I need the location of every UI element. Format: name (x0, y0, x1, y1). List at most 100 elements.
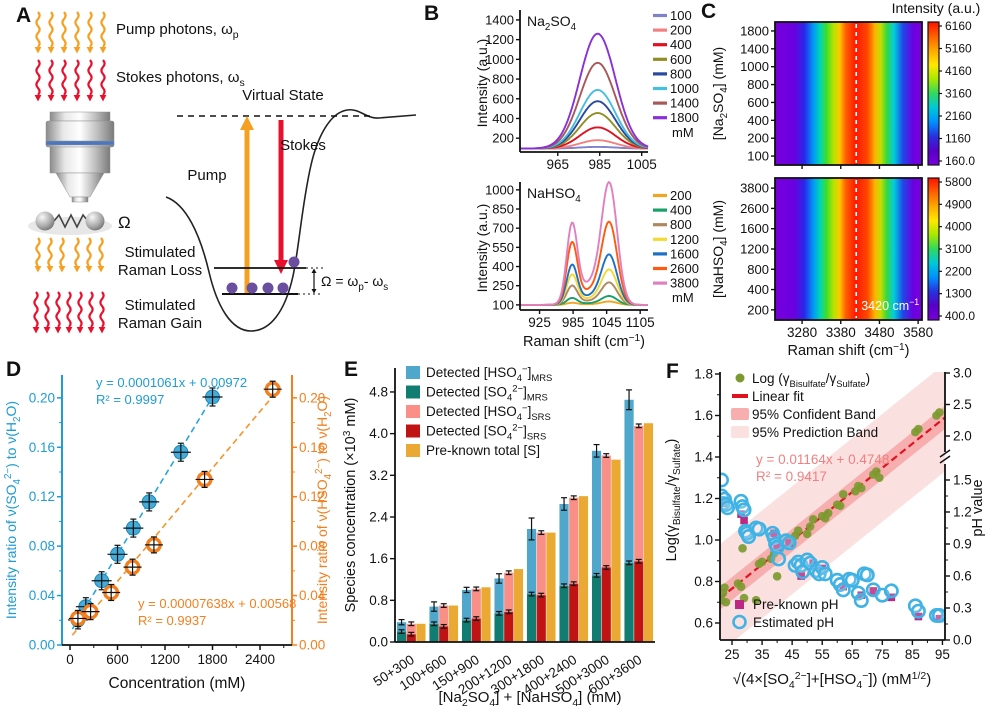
right-axis-title: Intensity ratio of ν(HSO42−) to ν(H2O) (314, 396, 334, 624)
figure-element: 2 (323, 411, 334, 416)
bar-srs-so4 (569, 583, 579, 642)
y-tick-label: 100 (492, 297, 514, 312)
objective-lens-icon (49, 146, 111, 174)
right-tick-label: 0.6 (953, 568, 972, 583)
figure-element: Stimulated (125, 297, 196, 314)
right-tick-label: 0.3 (953, 600, 972, 615)
fit-r2-orange: R² = 0.9937 (138, 613, 206, 628)
figure-element: ) (640, 334, 645, 350)
figure-element: 200 (747, 131, 769, 146)
left-axis-title: Intensity ratio of ν(SO42−) to ν(H2O) (3, 401, 23, 619)
figure-element: Detected [SO (426, 385, 507, 400)
figure-element: ] (528, 365, 532, 380)
potential-well-curve (165, 109, 417, 332)
x-tick-label: 965 (547, 157, 570, 172)
figure-element: 4.8 (369, 384, 388, 399)
spectrum-curve-3800 (520, 180, 648, 306)
figure-element: 1200 (150, 652, 180, 667)
legend-label: 2600 (670, 261, 699, 276)
y-tick-label: 700 (492, 221, 514, 236)
figure-element: 250 (492, 278, 514, 293)
figure-element: Sulfate (836, 379, 865, 390)
figure-element: mM) (343, 398, 359, 431)
figure-element: [Na (439, 689, 463, 706)
figure-element: p (233, 29, 239, 41)
legend-label: Estimated pH (753, 615, 834, 630)
y-tick-label: 1.6 (369, 551, 388, 566)
preknown-ph-point (869, 587, 878, 595)
estimated-ph-point (910, 603, 926, 619)
figure-element: 4 (575, 194, 581, 205)
srg-label: Stimulated (125, 297, 196, 314)
figure-element: ] + [NaHSO (495, 689, 572, 706)
photon-arrowhead (43, 327, 51, 334)
figure-element: 200 (492, 131, 514, 146)
x-tick-label: 55 (815, 647, 830, 662)
left-tick-label: 1.0 (694, 533, 713, 548)
x-tick-label: 3280 (787, 325, 817, 340)
x-tick-label: 2400 (245, 652, 275, 667)
preknown-ph-point (935, 614, 944, 623)
figure-element: 1200 (670, 232, 699, 247)
figure-element: SO (710, 93, 726, 113)
figure-element: 4 (719, 240, 730, 246)
bar-preknown-total (513, 569, 524, 642)
legend-label: 1200 (670, 232, 699, 247)
figure-element: 1.2 (953, 504, 972, 519)
x-tick-label: 65 (845, 647, 860, 662)
stokes-arrowhead (274, 260, 288, 274)
figure-element: NaHSO (527, 185, 575, 201)
figure-element: 0.0 (953, 633, 972, 648)
left-tick-label: 1.6 (694, 408, 713, 423)
y-tick-label: 800 (747, 262, 769, 277)
pump-photons-label: Pump photons, ωp (116, 21, 239, 41)
figure-element: ) (664, 439, 680, 444)
right-tick-label: 2.0 (953, 429, 972, 444)
figure-element: 0.16 (29, 440, 55, 455)
left-axis-title: Log(γBisulfate/γSulfate) (664, 439, 683, 562)
figure-element: 200 (670, 188, 692, 203)
bar-preknown-total (578, 496, 589, 642)
objective-lens-icon (45, 140, 115, 146)
figure-element: SRS (527, 432, 546, 443)
figure-element: 2.5 (953, 397, 972, 412)
gap-arrowhead (311, 268, 317, 273)
colorbar-tick-label: 160.0 (945, 154, 975, 168)
figure-element: 65 (845, 647, 860, 662)
bar-mrs-so4 (559, 585, 569, 642)
panel-f-activity-ph: 0.6 0.8 1.0 1.2 1.4 1.6 1.8 0.0 0.3 0.6 0.9 1.2 1.5 2… (664, 366, 986, 692)
legend-label: 200 (670, 23, 692, 38)
figure-element: 4.0 (369, 426, 388, 441)
figure-element: 0.9 (953, 536, 972, 551)
y-tick-label: 600 (492, 91, 514, 106)
log-ratio-point (823, 508, 833, 518)
legend-label: 95% Prediction Band (752, 425, 878, 440)
heatmap-image (775, 22, 922, 165)
figure-element: 95% Confident Band (752, 407, 876, 422)
heatmap-frame (774, 21, 923, 166)
figure-element: 95% Prediction Band (752, 425, 878, 440)
figure-element: ) (905, 343, 910, 359)
legend-label: 200 (670, 188, 692, 203)
figure-element: [Na (710, 118, 726, 140)
photon-wave (35, 59, 41, 96)
photon-arrowhead (34, 95, 42, 102)
figure-element: 4 (571, 22, 577, 33)
srg-label: Raman Gain (118, 315, 202, 332)
preknown-ph-point (740, 516, 748, 525)
figure-element: 0.04 (29, 588, 56, 603)
figure-element: ] (528, 404, 532, 419)
figure-element: 400 (670, 37, 692, 52)
figure-element: 400.0 (945, 309, 975, 323)
estimated-ph-point (817, 566, 833, 582)
photon-wave (86, 237, 92, 267)
figure-element: MRS (527, 393, 548, 404)
x-axis-title: [Na2SO4] + [NaHSO4] (mM) (439, 689, 622, 709)
right-tick-label: 0.04 (299, 588, 326, 603)
colorbar-tick-label: 2160 (945, 109, 972, 123)
figure-element: 100 (670, 8, 692, 23)
y-axis-title: [Na2SO4] (mM) (710, 47, 730, 140)
figure-element: Concentration (mM) (109, 675, 246, 692)
population-dot (246, 282, 258, 294)
stokes-arrow-label: Stokes (280, 137, 326, 154)
